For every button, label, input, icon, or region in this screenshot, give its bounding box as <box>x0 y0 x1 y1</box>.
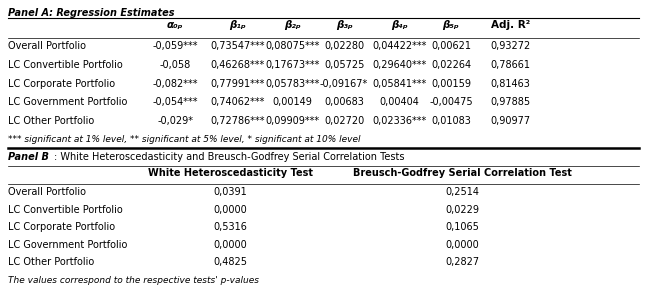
Text: 0,08075***: 0,08075*** <box>265 42 320 52</box>
Text: -0,054***: -0,054*** <box>153 97 198 107</box>
Text: 0,00621: 0,00621 <box>431 42 471 52</box>
Text: 0,00683: 0,00683 <box>324 97 364 107</box>
Text: 0,00404: 0,00404 <box>380 97 419 107</box>
Text: α₀ₚ: α₀ₚ <box>167 20 184 30</box>
Text: β₅ₚ: β₅ₚ <box>443 20 459 30</box>
Text: LC Other Portfolio: LC Other Portfolio <box>8 115 94 125</box>
Text: 0,46268***: 0,46268*** <box>211 60 265 70</box>
Text: The values correspond to the respective tests' p-values: The values correspond to the respective … <box>8 276 259 285</box>
Text: LC Corporate Portfolio: LC Corporate Portfolio <box>8 222 115 232</box>
Text: 0,90977: 0,90977 <box>490 115 531 125</box>
Text: LC Government Portfolio: LC Government Portfolio <box>8 240 127 250</box>
Text: 0,1065: 0,1065 <box>445 222 479 232</box>
Text: LC Other Portfolio: LC Other Portfolio <box>8 258 94 268</box>
Text: 0,02720: 0,02720 <box>324 115 364 125</box>
Text: 0,09909***: 0,09909*** <box>265 115 320 125</box>
Text: 0,00159: 0,00159 <box>431 79 471 88</box>
Text: 0,02280: 0,02280 <box>324 42 364 52</box>
Text: β₄ₚ: β₄ₚ <box>391 20 408 30</box>
Text: *** significant at 1% level, ** significant at 5% level, * significant at 10% le: *** significant at 1% level, ** signific… <box>8 135 360 144</box>
Text: 0,5316: 0,5316 <box>213 222 247 232</box>
Text: 0,00149: 0,00149 <box>272 97 313 107</box>
Text: 0,04422***: 0,04422*** <box>372 42 427 52</box>
Text: 0,0000: 0,0000 <box>445 240 479 250</box>
Text: 0,72786***: 0,72786*** <box>210 115 265 125</box>
Text: β₁ₚ: β₁ₚ <box>230 20 247 30</box>
Text: 0,74062***: 0,74062*** <box>211 97 265 107</box>
Text: 0,05841***: 0,05841*** <box>373 79 426 88</box>
Text: 0,97885: 0,97885 <box>490 97 531 107</box>
Text: β₃ₚ: β₃ₚ <box>336 20 353 30</box>
Text: Adj. R²: Adj. R² <box>490 20 530 30</box>
Text: LC Corporate Portfolio: LC Corporate Portfolio <box>8 79 115 88</box>
Text: 0,0000: 0,0000 <box>214 240 247 250</box>
Text: 0,77991***: 0,77991*** <box>211 79 265 88</box>
Text: Panel B: Panel B <box>8 151 49 161</box>
Text: -0,09167*: -0,09167* <box>320 79 368 88</box>
Text: 0,17673***: 0,17673*** <box>265 60 320 70</box>
Text: 0,05783***: 0,05783*** <box>265 79 320 88</box>
Text: -0,00475: -0,00475 <box>429 97 473 107</box>
Text: 0,0391: 0,0391 <box>214 188 247 197</box>
Text: 0,2514: 0,2514 <box>445 188 479 197</box>
Text: -0,082***: -0,082*** <box>153 79 198 88</box>
Text: 0,05725: 0,05725 <box>324 60 364 70</box>
Text: -0,059***: -0,059*** <box>153 42 198 52</box>
Text: 0,78661: 0,78661 <box>490 60 531 70</box>
Text: 0,93272: 0,93272 <box>490 42 531 52</box>
Text: 0,01083: 0,01083 <box>431 115 471 125</box>
Text: 0,02264: 0,02264 <box>431 60 471 70</box>
Text: : White Heteroscedasticity and Breusch-Godfrey Serial Correlation Tests: : White Heteroscedasticity and Breusch-G… <box>54 151 405 161</box>
Text: LC Convertible Portfolio: LC Convertible Portfolio <box>8 60 122 70</box>
Text: LC Government Portfolio: LC Government Portfolio <box>8 97 127 107</box>
Text: -0,058: -0,058 <box>160 60 191 70</box>
Text: Breusch-Godfrey Serial Correlation Test: Breusch-Godfrey Serial Correlation Test <box>353 168 571 178</box>
Text: 0,0229: 0,0229 <box>445 205 479 215</box>
Text: 0,29640***: 0,29640*** <box>373 60 426 70</box>
Text: Overall Portfolio: Overall Portfolio <box>8 42 86 52</box>
Text: 0,4825: 0,4825 <box>213 258 247 268</box>
Text: β₂ₚ: β₂ₚ <box>284 20 301 30</box>
Text: Overall Portfolio: Overall Portfolio <box>8 188 86 197</box>
Text: 0,81463: 0,81463 <box>490 79 531 88</box>
Text: 0,2827: 0,2827 <box>445 258 479 268</box>
Text: Panel A: Regression Estimates: Panel A: Regression Estimates <box>8 8 174 18</box>
Text: 0,73547***: 0,73547*** <box>210 42 265 52</box>
Text: LC Convertible Portfolio: LC Convertible Portfolio <box>8 205 122 215</box>
Text: 0,02336***: 0,02336*** <box>373 115 426 125</box>
Text: White Heteroscedasticity Test: White Heteroscedasticity Test <box>148 168 313 178</box>
Text: -0,029*: -0,029* <box>157 115 193 125</box>
Text: 0,0000: 0,0000 <box>214 205 247 215</box>
